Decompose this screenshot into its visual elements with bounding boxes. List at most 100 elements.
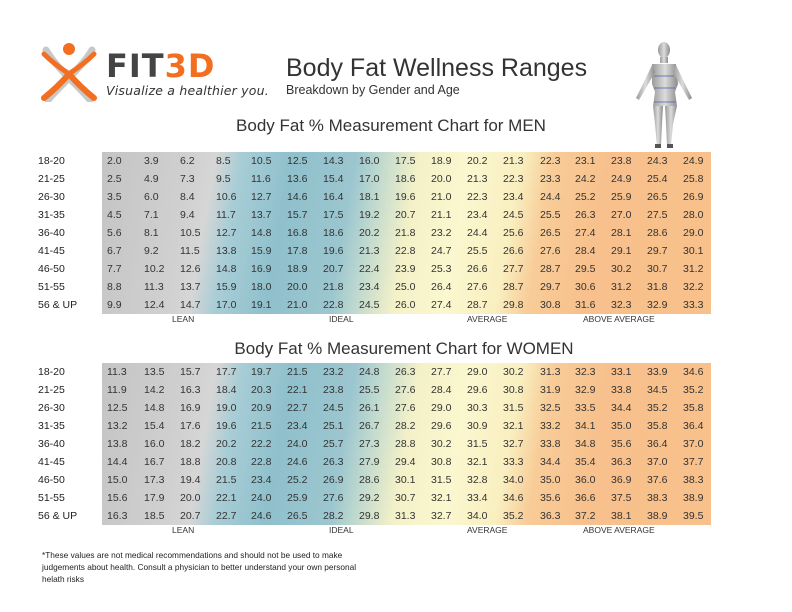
body-fat-value-cell: 16.0 [359, 155, 380, 167]
body-fat-value-cell: 23.1 [575, 155, 596, 167]
body-fat-value-cell: 12.4 [144, 299, 165, 311]
body-fat-value-cell: 22.3 [467, 191, 488, 203]
body-fat-value-cell: 19.6 [323, 245, 344, 257]
body-fat-value-cell: 27.6 [395, 384, 416, 396]
age-group-label: 26-30 [38, 191, 65, 203]
body-fat-value-cell: 24.4 [467, 227, 488, 239]
body-fat-value-cell: 29.7 [647, 245, 668, 257]
body-fat-value-cell: 28.2 [323, 510, 344, 522]
body-fat-value-cell: 27.4 [575, 227, 596, 239]
body-fat-value-cell: 22.1 [287, 384, 308, 396]
body-fat-value-cell: 13.8 [216, 245, 237, 257]
range-label-average: AVERAGE [467, 525, 508, 535]
body-fat-value-cell: 34.4 [611, 402, 632, 414]
body-fat-value-cell: 30.7 [395, 492, 416, 504]
age-group-label: 31-35 [38, 420, 65, 432]
body-fat-value-cell: 14.7 [180, 299, 201, 311]
body-fat-value-cell: 15.0 [107, 474, 128, 486]
body-fat-value-cell: 27.0 [611, 209, 632, 221]
body-fat-value-cell: 29.7 [540, 281, 561, 293]
body-fat-value-cell: 10.2 [144, 263, 165, 275]
body-fat-value-cell: 23.4 [467, 209, 488, 221]
body-fat-value-cell: 25.9 [287, 492, 308, 504]
body-fat-value-cell: 24.4 [540, 191, 561, 203]
body-fat-value-cell: 27.3 [359, 438, 380, 450]
body-fat-value-cell: 34.0 [467, 510, 488, 522]
body-fat-value-cell: 10.6 [216, 191, 237, 203]
body-fat-value-cell: 36.9 [611, 474, 632, 486]
body-fat-value-cell: 24.7 [431, 245, 452, 257]
disclaimer: *These values are not medical recommenda… [42, 550, 357, 584]
body-fat-value-cell: 30.2 [503, 366, 524, 378]
body-fat-value-cell: 3.9 [144, 155, 159, 167]
body-fat-value-cell: 20.0 [180, 492, 201, 504]
body-fat-value-cell: 15.6 [107, 492, 128, 504]
age-group-label: 18-20 [38, 155, 65, 167]
table-row: 36-40 13.8 16.0 18.2 20.2 22.2 24.0 25.7 27.3 28.… [0, 435, 792, 453]
body-fat-value-cell: 28.8 [395, 438, 416, 450]
body-fat-value-cell: 37.6 [647, 474, 668, 486]
logo-brand-right: 3D [164, 47, 216, 85]
body-fat-value-cell: 25.7 [323, 438, 344, 450]
table-row: 51-55 8.8 11.3 13.7 15.9 18.0 20.0 21.8 23.4 25.0… [0, 278, 792, 296]
body-fat-value-cell: 14.8 [144, 402, 165, 414]
body-fat-value-cell: 24.6 [287, 456, 308, 468]
body-fat-value-cell: 32.5 [540, 402, 561, 414]
body-fat-value-cell: 28.2 [395, 420, 416, 432]
range-labels: LEAN IDEAL AVERAGE ABOVE AVERAGE [0, 314, 792, 326]
body-fat-value-cell: 25.3 [431, 263, 452, 275]
body-fat-value-cell: 25.5 [359, 384, 380, 396]
body-fat-value-cell: 30.8 [503, 384, 524, 396]
body-fat-value-cell: 19.1 [251, 299, 272, 311]
body-fat-value-cell: 26.0 [395, 299, 416, 311]
body-fat-value-cell: 14.6 [287, 191, 308, 203]
body-fat-value-cell: 9.9 [107, 299, 122, 311]
body-fat-value-cell: 21.3 [467, 173, 488, 185]
body-fat-value-cell: 38.9 [647, 510, 668, 522]
body-fat-value-cell: 23.8 [323, 384, 344, 396]
body-fat-value-cell: 31.5 [431, 474, 452, 486]
body-fat-value-cell: 31.3 [540, 366, 561, 378]
table-row: 56 & UP 16.3 18.5 20.7 22.7 24.6 26.5 28.2 29.8 3… [0, 507, 792, 525]
body-fat-value-cell: 36.3 [540, 510, 561, 522]
body-fat-value-cell: 13.8 [107, 438, 128, 450]
body-fat-value-cell: 4.5 [107, 209, 122, 221]
body-scan-figure-icon [636, 42, 692, 148]
body-fat-value-cell: 24.9 [683, 155, 704, 167]
age-group-label: 51-55 [38, 281, 65, 293]
body-fat-value-cell: 25.2 [287, 474, 308, 486]
body-fat-value-cell: 9.2 [144, 245, 159, 257]
body-fat-value-cell: 28.6 [359, 474, 380, 486]
body-fat-value-cell: 32.7 [503, 438, 524, 450]
body-fat-value-cell: 8.5 [216, 155, 231, 167]
body-fat-value-cell: 29.5 [575, 263, 596, 275]
body-fat-value-cell: 7.7 [107, 263, 122, 275]
body-fat-value-cell: 29.2 [359, 492, 380, 504]
body-fat-value-cell: 24.0 [287, 438, 308, 450]
body-fat-value-cell: 36.6 [575, 492, 596, 504]
body-fat-value-cell: 13.6 [287, 173, 308, 185]
body-fat-value-cell: 11.6 [251, 173, 271, 185]
body-fat-value-cell: 4.9 [144, 173, 159, 185]
body-fat-value-cell: 20.8 [216, 456, 237, 468]
women-range-gradient [102, 363, 711, 525]
body-fat-value-cell: 26.3 [323, 456, 344, 468]
body-fat-value-cell: 23.8 [611, 155, 632, 167]
body-fat-value-cell: 22.3 [503, 173, 524, 185]
age-group-label: 41-45 [38, 456, 65, 468]
body-fat-value-cell: 17.5 [323, 209, 344, 221]
body-fat-value-cell: 13.2 [107, 420, 128, 432]
body-fat-value-cell: 16.9 [180, 402, 201, 414]
body-fat-value-cell: 6.0 [144, 191, 159, 203]
body-fat-value-cell: 26.5 [287, 510, 308, 522]
body-fat-value-cell: 22.8 [395, 245, 416, 257]
body-fat-value-cell: 2.0 [107, 155, 122, 167]
body-fat-value-cell: 20.0 [287, 281, 308, 293]
body-fat-value-cell: 24.5 [323, 402, 344, 414]
body-fat-value-cell: 22.8 [323, 299, 344, 311]
body-fat-value-cell: 19.6 [216, 420, 237, 432]
body-fat-value-cell: 18.9 [431, 155, 452, 167]
body-fat-value-cell: 27.5 [647, 209, 668, 221]
body-fat-value-cell: 24.5 [359, 299, 380, 311]
body-fat-value-cell: 21.8 [395, 227, 416, 239]
